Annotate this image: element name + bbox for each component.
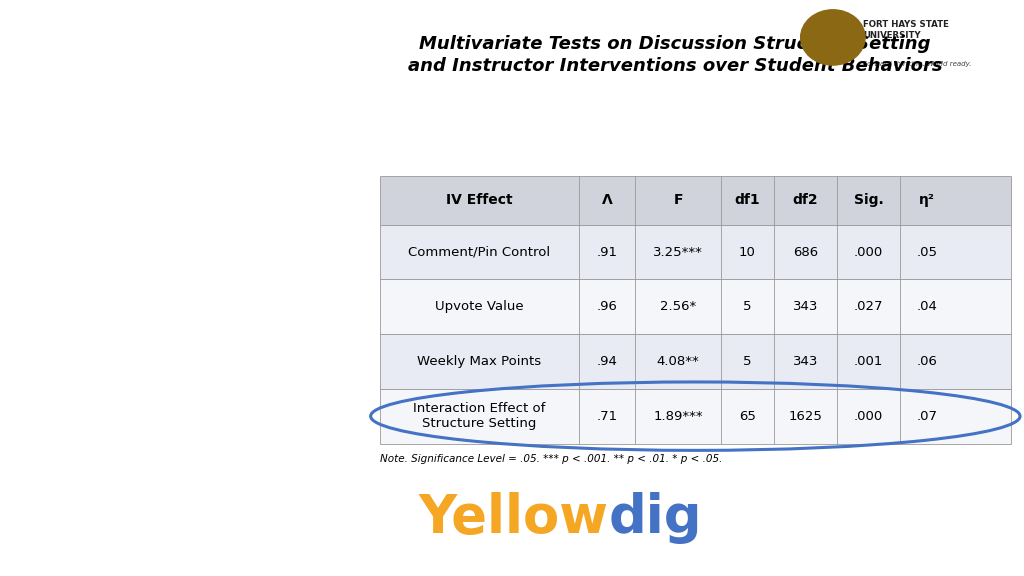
Text: FORT HAYS STATE
UNIVERSITY: FORT HAYS STATE UNIVERSITY — [863, 20, 949, 40]
Text: .91: .91 — [597, 245, 617, 259]
Text: .04: .04 — [916, 300, 938, 313]
Text: Sig.: Sig. — [854, 193, 884, 207]
Text: 5: 5 — [743, 300, 752, 313]
Text: Note. Significance Level = .05. *** p < .001. ** p < .01. * p < .05.: Note. Significance Level = .05. *** p < … — [380, 454, 723, 464]
FancyBboxPatch shape — [380, 176, 1011, 225]
Text: 5: 5 — [743, 355, 752, 368]
Text: .06: .06 — [916, 355, 938, 368]
Text: .94: .94 — [597, 355, 617, 368]
Text: .001: .001 — [854, 355, 884, 368]
Text: .71: .71 — [597, 410, 617, 423]
Text: 1625: 1625 — [788, 410, 822, 423]
Text: Weekly Max Points: Weekly Max Points — [418, 355, 542, 368]
Text: Results: The
Interaction
Effect: Results: The Interaction Effect — [159, 213, 380, 340]
Text: 343: 343 — [793, 355, 818, 368]
Text: 10: 10 — [739, 245, 756, 259]
FancyBboxPatch shape — [380, 334, 1011, 389]
Text: Comment/Pin Control: Comment/Pin Control — [409, 245, 551, 259]
Text: .027: .027 — [854, 300, 884, 313]
FancyBboxPatch shape — [380, 279, 1011, 334]
Text: .000: .000 — [854, 410, 884, 423]
Text: dig: dig — [608, 492, 701, 544]
Text: .05: .05 — [916, 245, 938, 259]
Text: 686: 686 — [794, 245, 818, 259]
Text: 1.89***: 1.89*** — [653, 410, 702, 423]
Text: df2: df2 — [793, 193, 818, 207]
Circle shape — [801, 10, 865, 65]
Text: Multivariate Tests on Discussion Structure Setting
and Instructor Interventions : Multivariate Tests on Discussion Structu… — [408, 35, 942, 75]
Text: 2.56*: 2.56* — [659, 300, 696, 313]
Text: .96: .96 — [597, 300, 617, 313]
Text: η²: η² — [920, 193, 935, 207]
Text: IV Effect: IV Effect — [446, 193, 513, 207]
Text: Yellow: Yellow — [418, 492, 608, 544]
Text: 3.25***: 3.25*** — [653, 245, 702, 259]
Text: F: F — [673, 193, 683, 207]
FancyBboxPatch shape — [380, 225, 1011, 279]
Text: 343: 343 — [793, 300, 818, 313]
Text: 65: 65 — [739, 410, 756, 423]
FancyBboxPatch shape — [380, 389, 1011, 444]
Text: .07: .07 — [916, 410, 938, 423]
Text: .000: .000 — [854, 245, 884, 259]
Text: df1: df1 — [734, 193, 760, 207]
Text: Interaction Effect of
Structure Setting: Interaction Effect of Structure Setting — [414, 402, 546, 430]
Text: Λ: Λ — [602, 193, 612, 207]
Text: 4.08**: 4.08** — [656, 355, 699, 368]
Text: Forward thinking. World ready.: Forward thinking. World ready. — [863, 60, 972, 67]
Text: Upvote Value: Upvote Value — [435, 300, 523, 313]
